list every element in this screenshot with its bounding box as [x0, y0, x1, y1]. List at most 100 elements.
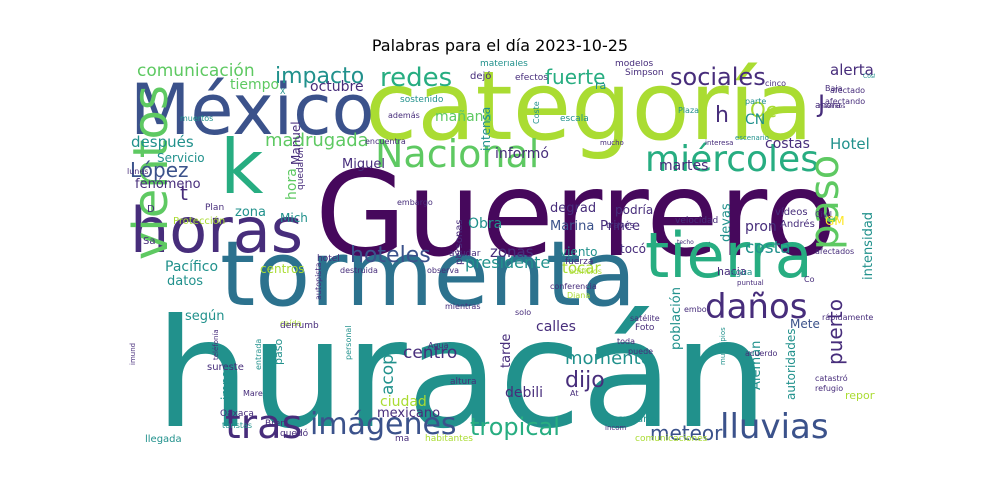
cloud-word: degrad — [550, 201, 597, 216]
cloud-word: mañana — [435, 109, 493, 125]
cloud-word: h — [715, 103, 729, 128]
cloud-word: afectados — [815, 247, 855, 256]
cloud-word: turistas — [222, 421, 253, 430]
cloud-word: tocó — [620, 242, 646, 256]
cloud-word: refugio — [815, 384, 844, 393]
cloud-word: modelos — [615, 60, 654, 69]
cloud-word: autoridades — [784, 328, 798, 401]
cloud-word: octubre — [310, 79, 364, 95]
cloud-word: tierra — [645, 219, 813, 292]
cloud-word: llegada — [145, 434, 182, 445]
cloud-word: parte — [745, 97, 767, 106]
cloud-word: devas — [719, 203, 734, 242]
cloud-word: tropical — [470, 413, 560, 441]
cloud-word: Pacífico — [165, 259, 219, 275]
cloud-word: Obra — [468, 216, 503, 232]
cloud-word: vídeos — [775, 207, 808, 218]
cloud-word: puede — [628, 347, 654, 356]
cloud-word: Secretaria — [605, 414, 657, 425]
cloud-word: fuerte — [545, 65, 606, 89]
cloud-word: incom — [605, 424, 627, 432]
cloud-word: momento — [565, 348, 652, 369]
cloud-word: Co — [804, 275, 815, 284]
cloud-word: puntual — [737, 279, 764, 287]
cloud-word: solo — [515, 308, 532, 317]
cloud-word: Agua — [428, 341, 449, 350]
cloud-word: costas — [765, 136, 810, 152]
cloud-word: costa — [745, 238, 791, 258]
cloud-word: dejó — [470, 71, 492, 82]
cloud-word: ra — [595, 79, 607, 92]
cloud-word: miércoles — [645, 139, 819, 180]
cloud-word: ma — [395, 434, 410, 444]
cloud-word: zona — [235, 205, 266, 220]
cloud-word: techo — [677, 239, 694, 246]
cloud-word: lunes — [127, 167, 149, 176]
cloud-word: Miguel — [342, 157, 385, 172]
cloud-word: calles — [536, 319, 576, 335]
cloud-word: tocar — [562, 259, 601, 277]
cloud-word: Mete — [790, 317, 820, 331]
cloud-word: agua — [730, 268, 753, 278]
cloud-word: centro — [403, 343, 458, 363]
cloud-word: Coste — [532, 101, 541, 124]
cloud-word: materiales — [480, 60, 528, 69]
chart-title: Palabras para el día 2023-10-25 — [371, 36, 629, 55]
cloud-word: podría — [615, 203, 654, 217]
cloud-word: edificios — [569, 267, 602, 276]
cloud-word: informó — [495, 146, 549, 162]
cloud-word: imágenes — [310, 407, 457, 442]
cloud-word: At — [570, 389, 579, 398]
cloud-word: rápidamente — [822, 313, 874, 322]
cloud-word: Sa — [143, 236, 156, 247]
cloud-word: tormenta — [220, 222, 637, 327]
cloud-word: tras — [225, 402, 303, 448]
cloud-word: horas — [130, 194, 304, 267]
cloud-word: Simpson — [625, 68, 664, 78]
cloud-word: mexicano — [377, 406, 441, 421]
cloud-word: fenómeno — [135, 177, 201, 192]
cloud-word: Diana — [567, 291, 591, 300]
cloud-word: Civil — [815, 210, 832, 219]
cloud-word: embo — [684, 305, 707, 314]
cloud-word: alerta — [830, 61, 874, 79]
cloud-word: intensa — [479, 106, 493, 151]
cloud-word: Hotel — [830, 135, 870, 153]
cloud-word: López — [130, 158, 189, 182]
cloud-word: huracán — [155, 288, 769, 448]
cloud-word: toda — [617, 337, 636, 346]
cloud-word: según — [185, 309, 225, 324]
cloud-word: zonas — [490, 243, 534, 261]
cloud-word: Plaza — [678, 106, 700, 115]
cloud-word: comunicación — [137, 61, 255, 81]
cloud-word: J — [818, 90, 826, 118]
cloud-word: daños — [705, 287, 808, 327]
cloud-word: datos — [167, 274, 204, 289]
cloud-word: personal — [344, 325, 353, 360]
cloud-word: presidente — [465, 253, 551, 272]
cloud-word: GM — [825, 214, 845, 228]
cloud-word: muertos — [180, 114, 214, 123]
cloud-word: población — [669, 287, 684, 350]
cloud-word: escala — [560, 114, 589, 124]
cloud-word: fuerza — [565, 257, 594, 267]
cloud-word: acop — [378, 354, 398, 395]
cloud-word: Baja — [825, 84, 843, 93]
cloud-word: entrada — [254, 338, 263, 370]
cloud-word: Servicio — [157, 151, 205, 165]
cloud-word: k — [220, 123, 264, 211]
cloud-word: tiempo — [230, 77, 280, 93]
cloud-word: catastró — [815, 374, 848, 383]
cloud-word: afectado — [830, 86, 866, 95]
cloud-word: t — [180, 181, 188, 205]
cloud-word: dijo — [565, 368, 605, 393]
cloud-word: Mare — [243, 389, 263, 398]
cloud-word: embargo — [397, 198, 433, 207]
cloud-word: meteor — [650, 421, 723, 445]
cloud-word: máximos — [818, 103, 846, 110]
cloud-word: Oaxaca — [220, 409, 254, 419]
cloud-word: CN — [745, 112, 766, 128]
cloud-word: satélite — [630, 314, 660, 323]
cloud-word: redes — [380, 63, 453, 93]
cloud-word: ahora — [815, 101, 841, 111]
